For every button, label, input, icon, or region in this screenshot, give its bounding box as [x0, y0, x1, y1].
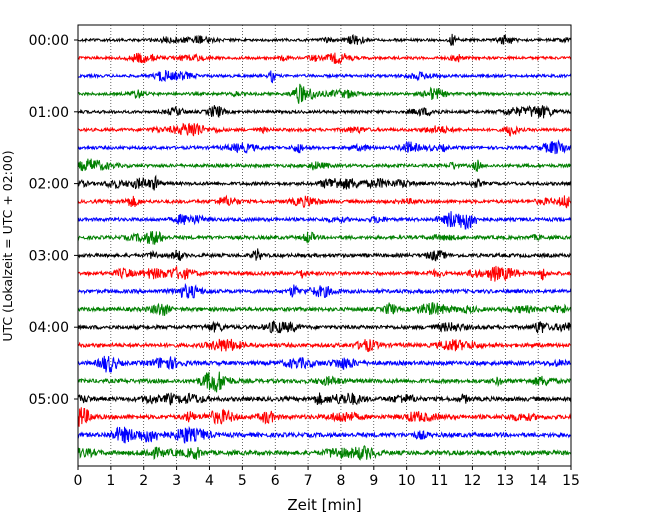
- x-tick-label-4: 4: [205, 473, 214, 489]
- y-axis-label: UTC (Lokalzeit = UTC + 02:00): [0, 150, 15, 341]
- trace-12: [77, 248, 571, 262]
- x-tick-label-6: 6: [271, 473, 280, 489]
- trace-5: [77, 122, 571, 137]
- trace-23: [77, 445, 571, 461]
- x-tick-label-5: 5: [238, 473, 247, 489]
- trace-9: [77, 194, 572, 209]
- trace-21: [77, 407, 572, 427]
- y-tick-label-02:00: 02:00: [29, 177, 69, 193]
- trace-4: [77, 104, 572, 119]
- trace-20: [77, 392, 572, 406]
- trace-15: [77, 302, 572, 316]
- y-tick-label-05:00: 05:00: [29, 392, 69, 408]
- y-axis: 00:00 01:00 02:00 03:00 04:00 05:00: [29, 33, 78, 408]
- x-axis: 0 1 2 3 4 5 6 7 8 9 10 11 12 13 14 15: [74, 466, 580, 489]
- x-tick-label-13: 13: [496, 473, 514, 489]
- trace-10: [77, 211, 572, 230]
- x-tick-label-11: 11: [431, 473, 449, 489]
- trace-6: [77, 139, 572, 155]
- y-tick-label-04:00: 04:00: [29, 320, 69, 336]
- x-tick-label-10: 10: [398, 473, 416, 489]
- trace-group: [77, 33, 572, 461]
- trace-11: [77, 230, 572, 245]
- trace-13: [77, 265, 572, 282]
- x-tick-label-8: 8: [336, 473, 345, 489]
- x-tick-label-3: 3: [172, 473, 181, 489]
- trace-18: [77, 355, 572, 373]
- x-tick-label-0: 0: [74, 473, 83, 489]
- trace-17: [77, 338, 572, 353]
- trace-1: [77, 52, 572, 64]
- trace-16: [77, 320, 572, 334]
- trace-0: [77, 33, 572, 47]
- trace-19: [77, 371, 572, 393]
- y-tick-label-01:00: 01:00: [29, 105, 69, 121]
- trace-2: [77, 70, 572, 84]
- trace-8: [77, 174, 572, 191]
- x-axis-label: Zeit [min]: [287, 496, 361, 514]
- trace-7: [77, 158, 572, 172]
- y-tick-label-00:00: 00:00: [29, 33, 69, 49]
- x-tick-label-12: 12: [463, 473, 481, 489]
- x-tick-label-15: 15: [562, 473, 580, 489]
- trace-3: [77, 83, 572, 104]
- trace-14: [77, 282, 572, 300]
- trace-22: [77, 425, 572, 444]
- x-tick-label-14: 14: [529, 473, 547, 489]
- plot-frame: [77, 24, 572, 467]
- x-tick-label-7: 7: [304, 473, 313, 489]
- y-tick-label-03:00: 03:00: [29, 248, 69, 264]
- x-tick-label-2: 2: [139, 473, 148, 489]
- x-tick-label-9: 9: [369, 473, 378, 489]
- x-tick-label-1: 1: [106, 473, 115, 489]
